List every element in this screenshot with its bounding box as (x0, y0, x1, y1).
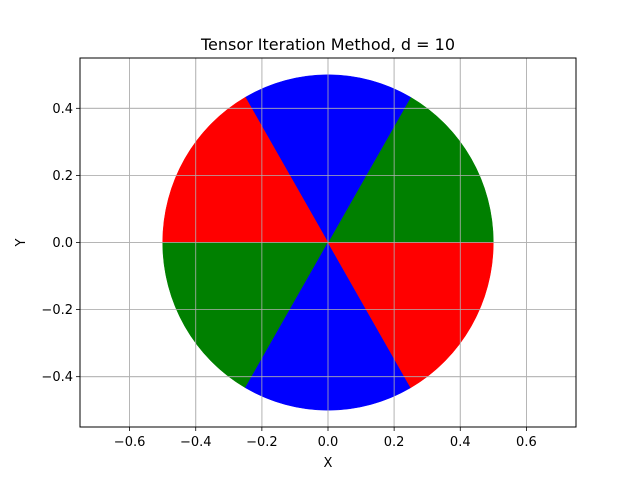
chart-title: Tensor Iteration Method, d = 10 (200, 35, 455, 54)
pie-slices (80, 58, 576, 427)
x-tick-label: 0.0 (318, 435, 339, 450)
x-tick-label: −0.6 (114, 435, 146, 450)
y-tick-label: −0.4 (41, 370, 73, 385)
y-axis-label: Y (14, 238, 29, 247)
pie-slice-3 (162, 96, 329, 243)
y-tick-label: 0.2 (52, 169, 73, 184)
x-axis-label: X (324, 456, 333, 471)
y-tick-label: −0.2 (41, 303, 73, 318)
ticks: −0.6 −0.4 −0.2 0.0 0.2 0.4 0.6 −0.4 −0.2 0.0 0.2 0.… (41, 102, 536, 450)
x-tick-label: 0.2 (384, 435, 405, 450)
x-tick-label: 0.6 (516, 435, 537, 450)
y-tick-label: 0.0 (52, 236, 73, 251)
y-tick-label: 0.4 (52, 102, 73, 117)
pie-slice-6 (327, 242, 494, 389)
x-tick-label: 0.4 (450, 435, 471, 450)
pie-slice-4 (162, 242, 329, 389)
x-tick-label: −0.2 (246, 435, 278, 450)
grid-overlay (80, 58, 576, 427)
x-tick-label: −0.4 (180, 435, 212, 450)
pie-slice-1 (327, 96, 494, 243)
